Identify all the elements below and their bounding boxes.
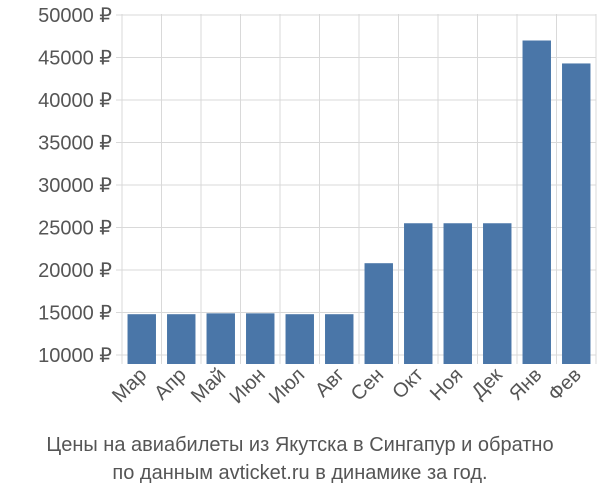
y-axis-tick-labels: 10000 ₽ 15000 ₽ 20000 ₽ 25000 ₽ 30000 ₽ 35000… — [38, 5, 112, 367]
x-tick-label: Сен — [347, 364, 388, 405]
x-tick-label: Фев — [544, 364, 586, 406]
bar-Сен — [364, 263, 393, 364]
y-tick-label: 25000 ₽ — [38, 218, 112, 240]
y-tick-label: 35000 ₽ — [38, 133, 112, 155]
y-tick-label: 30000 ₽ — [38, 175, 112, 197]
y-tick-label: 45000 ₽ — [38, 48, 112, 70]
y-tick-label: 10000 ₽ — [38, 345, 112, 367]
bar-Дек — [483, 223, 512, 364]
x-tick-label: Май — [187, 364, 230, 407]
y-tick-label: 20000 ₽ — [38, 260, 112, 282]
bar-Мар — [127, 314, 156, 364]
x-tick-label: Окт — [388, 364, 427, 403]
x-tick-label: Ноя — [426, 364, 467, 405]
x-tick-label: Мар — [108, 364, 151, 407]
bar-Авг — [325, 314, 354, 364]
bar-Окт — [404, 223, 433, 364]
y-tick-label: 50000 ₽ — [38, 5, 112, 27]
chart-caption-line-2: по данным avticket.ru в динамике за год. — [112, 462, 488, 484]
bar-Июн — [246, 313, 275, 364]
bar-Янв — [522, 40, 551, 364]
bar-Фев — [562, 63, 591, 364]
y-tick-label: 40000 ₽ — [38, 90, 112, 112]
grid-layer — [116, 14, 597, 364]
x-tick-label: Дек — [468, 364, 507, 403]
bar-Апр — [167, 314, 196, 364]
chart-caption-line-1: Цены на авиабилеты из Якутска в Сингапур… — [46, 434, 554, 456]
bar-Июл — [285, 314, 314, 364]
y-tick-label: 15000 ₽ — [38, 303, 112, 325]
x-tick-label: Июн — [226, 364, 270, 408]
x-tick-label: Июл — [265, 364, 309, 408]
bar-layer — [127, 40, 591, 364]
x-tick-label: Янв — [505, 364, 546, 405]
x-tick-label: Апр — [150, 364, 191, 405]
bar-chart: 10000 ₽ 15000 ₽ 20000 ₽ 25000 ₽ 30000 ₽ 35000… — [38, 5, 597, 408]
bar-Ноя — [443, 223, 472, 364]
bar-Май — [206, 313, 235, 364]
x-tick-label: Авг — [311, 364, 349, 402]
